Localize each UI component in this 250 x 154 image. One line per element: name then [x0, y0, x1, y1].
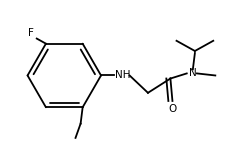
Text: NH: NH	[115, 71, 130, 81]
Text: N: N	[189, 68, 197, 78]
Text: O: O	[168, 104, 176, 114]
Text: F: F	[28, 28, 34, 38]
